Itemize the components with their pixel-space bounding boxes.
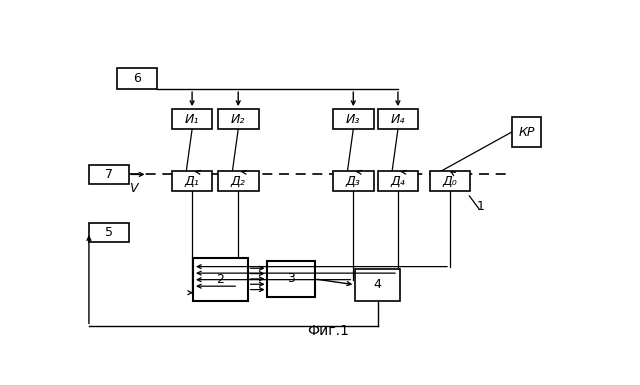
Text: И₃: И₃ bbox=[346, 113, 360, 126]
Bar bbox=[429, 171, 470, 191]
Text: 1: 1 bbox=[477, 200, 484, 213]
Text: Фиг.1: Фиг.1 bbox=[307, 324, 349, 338]
Text: 5: 5 bbox=[105, 226, 113, 239]
Bar bbox=[378, 109, 419, 129]
Bar bbox=[218, 109, 259, 129]
Text: Д₄: Д₄ bbox=[390, 175, 405, 188]
Bar bbox=[511, 117, 541, 147]
Bar bbox=[172, 109, 212, 129]
Text: 6: 6 bbox=[133, 72, 141, 85]
Text: И₄: И₄ bbox=[391, 113, 405, 126]
Bar bbox=[268, 261, 315, 297]
Bar bbox=[218, 171, 259, 191]
Text: И₁: И₁ bbox=[185, 113, 199, 126]
Text: Д₂: Д₂ bbox=[231, 175, 246, 188]
Bar bbox=[193, 258, 248, 301]
Bar bbox=[333, 171, 374, 191]
Bar bbox=[89, 165, 129, 184]
Bar bbox=[355, 269, 400, 301]
Text: Д₃: Д₃ bbox=[346, 175, 361, 188]
Bar bbox=[378, 171, 419, 191]
Text: V: V bbox=[129, 182, 138, 195]
Text: 7: 7 bbox=[105, 168, 113, 181]
Bar bbox=[333, 109, 374, 129]
Text: 2: 2 bbox=[216, 273, 224, 286]
Text: Д₁: Д₁ bbox=[185, 175, 200, 188]
Bar bbox=[172, 171, 212, 191]
Text: 4: 4 bbox=[374, 278, 381, 291]
Text: КР: КР bbox=[518, 126, 534, 139]
Bar bbox=[117, 69, 157, 89]
Text: Д₀: Д₀ bbox=[443, 175, 458, 188]
Text: 3: 3 bbox=[287, 273, 295, 285]
Bar bbox=[89, 223, 129, 242]
Text: И₂: И₂ bbox=[231, 113, 245, 126]
